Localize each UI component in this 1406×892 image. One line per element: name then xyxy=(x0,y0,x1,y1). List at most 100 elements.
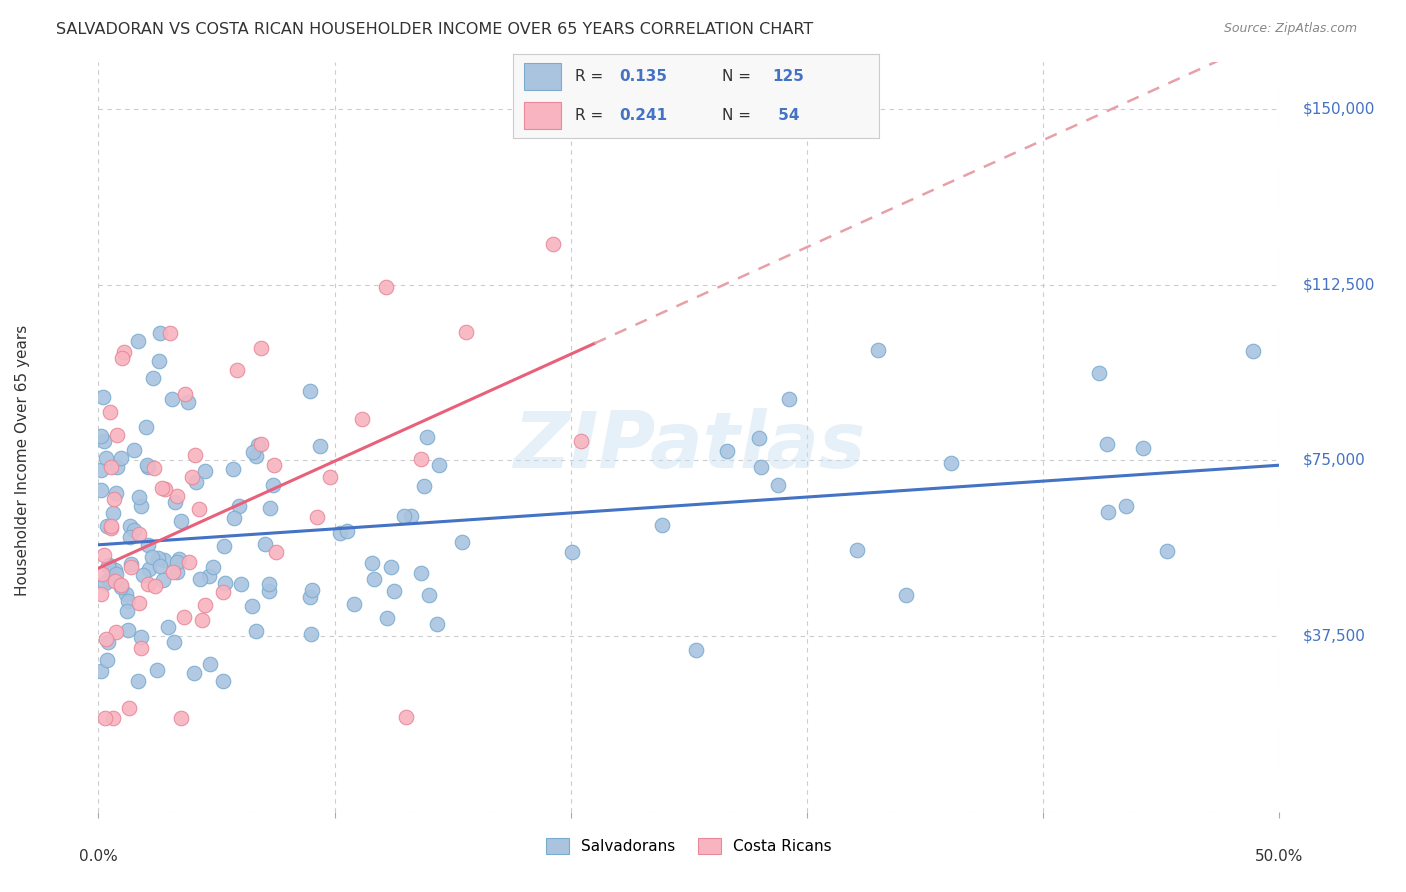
Salvadorans xyxy=(97,559,120,574)
Salvadorans xyxy=(229,577,252,591)
Salvadorans xyxy=(212,539,235,553)
Salvadorans xyxy=(146,551,169,566)
Salvadorans xyxy=(117,594,139,608)
Salvadorans xyxy=(298,384,321,399)
Salvadorans xyxy=(416,430,439,444)
Salvadorans xyxy=(1087,366,1109,380)
Salvadorans xyxy=(749,460,772,475)
Salvadorans xyxy=(90,664,112,678)
Salvadorans xyxy=(138,538,160,552)
Salvadorans xyxy=(298,590,321,604)
Salvadorans xyxy=(96,519,118,533)
Text: $37,500: $37,500 xyxy=(1303,629,1367,644)
Salvadorans xyxy=(412,479,434,493)
Salvadorans xyxy=(257,577,280,591)
Salvadorans xyxy=(97,635,120,649)
Salvadorans xyxy=(122,523,145,537)
Salvadorans xyxy=(128,490,150,504)
Costa Ricans xyxy=(93,548,115,562)
Costa Ricans xyxy=(569,434,592,449)
Text: N =: N = xyxy=(721,69,755,84)
Salvadorans xyxy=(240,599,263,613)
Salvadorans xyxy=(94,575,117,590)
Salvadorans xyxy=(939,456,962,470)
Costa Ricans xyxy=(166,489,188,503)
Costa Ricans xyxy=(103,492,125,507)
Costa Ricans xyxy=(136,576,159,591)
Costa Ricans xyxy=(541,237,564,252)
Costa Ricans xyxy=(103,574,125,589)
Salvadorans xyxy=(142,371,165,385)
Costa Ricans xyxy=(98,405,121,419)
Costa Ricans xyxy=(395,710,418,724)
Salvadorans xyxy=(214,576,236,591)
Salvadorans xyxy=(127,673,149,688)
Salvadorans xyxy=(201,559,224,574)
Legend: Salvadorans, Costa Ricans: Salvadorans, Costa Ricans xyxy=(540,832,838,860)
Salvadorans xyxy=(222,511,245,525)
Costa Ricans xyxy=(184,448,207,462)
Salvadorans xyxy=(451,535,474,549)
Salvadorans xyxy=(135,420,157,434)
Salvadorans xyxy=(894,588,917,602)
Salvadorans xyxy=(167,552,190,566)
Text: 0.241: 0.241 xyxy=(619,108,668,123)
Costa Ricans xyxy=(305,510,328,524)
Salvadorans xyxy=(138,460,160,475)
Salvadorans xyxy=(245,449,267,463)
Salvadorans xyxy=(94,450,117,465)
Salvadorans xyxy=(129,499,152,513)
Salvadorans xyxy=(1132,442,1154,456)
Salvadorans xyxy=(299,627,322,641)
Salvadorans xyxy=(183,665,205,680)
Salvadorans xyxy=(380,559,402,574)
Salvadorans xyxy=(148,354,170,368)
Costa Ricans xyxy=(143,579,166,593)
Costa Ricans xyxy=(100,519,122,533)
Costa Ricans xyxy=(128,527,150,541)
Salvadorans xyxy=(136,458,159,473)
Salvadorans xyxy=(138,562,160,576)
Salvadorans xyxy=(91,390,114,404)
Text: ZIPatlas: ZIPatlas xyxy=(513,409,865,484)
Salvadorans xyxy=(176,394,198,409)
Salvadorans xyxy=(211,673,233,688)
Salvadorans xyxy=(399,508,422,523)
Costa Ricans xyxy=(111,351,134,365)
Salvadorans xyxy=(253,537,276,551)
Costa Ricans xyxy=(100,521,122,535)
Costa Ricans xyxy=(128,596,150,610)
Salvadorans xyxy=(1115,499,1137,513)
Costa Ricans xyxy=(170,711,193,725)
Salvadorans xyxy=(146,663,169,677)
Costa Ricans xyxy=(90,567,112,582)
Salvadorans xyxy=(101,506,124,520)
Costa Ricans xyxy=(173,387,195,401)
Text: 125: 125 xyxy=(773,69,804,84)
Costa Ricans xyxy=(94,711,117,725)
Bar xyxy=(524,62,561,90)
Text: 50.0%: 50.0% xyxy=(1256,849,1303,864)
Salvadorans xyxy=(198,569,221,583)
Salvadorans xyxy=(163,635,186,649)
Costa Ricans xyxy=(159,326,181,340)
Salvadorans xyxy=(228,499,250,513)
Salvadorans xyxy=(104,563,127,577)
Costa Ricans xyxy=(263,458,285,473)
Salvadorans xyxy=(245,624,267,639)
Costa Ricans xyxy=(374,280,396,294)
Salvadorans xyxy=(768,478,790,492)
Salvadorans xyxy=(170,514,193,528)
Text: $112,500: $112,500 xyxy=(1303,277,1375,293)
Salvadorans xyxy=(93,434,115,449)
Salvadorans xyxy=(90,483,112,497)
Costa Ricans xyxy=(173,610,195,624)
Salvadorans xyxy=(114,587,136,601)
Salvadorans xyxy=(105,485,128,500)
Salvadorans xyxy=(96,653,118,667)
Text: $75,000: $75,000 xyxy=(1303,453,1365,468)
Salvadorans xyxy=(120,557,142,571)
Salvadorans xyxy=(132,568,155,582)
Salvadorans xyxy=(198,657,221,671)
Salvadorans xyxy=(1241,343,1264,358)
